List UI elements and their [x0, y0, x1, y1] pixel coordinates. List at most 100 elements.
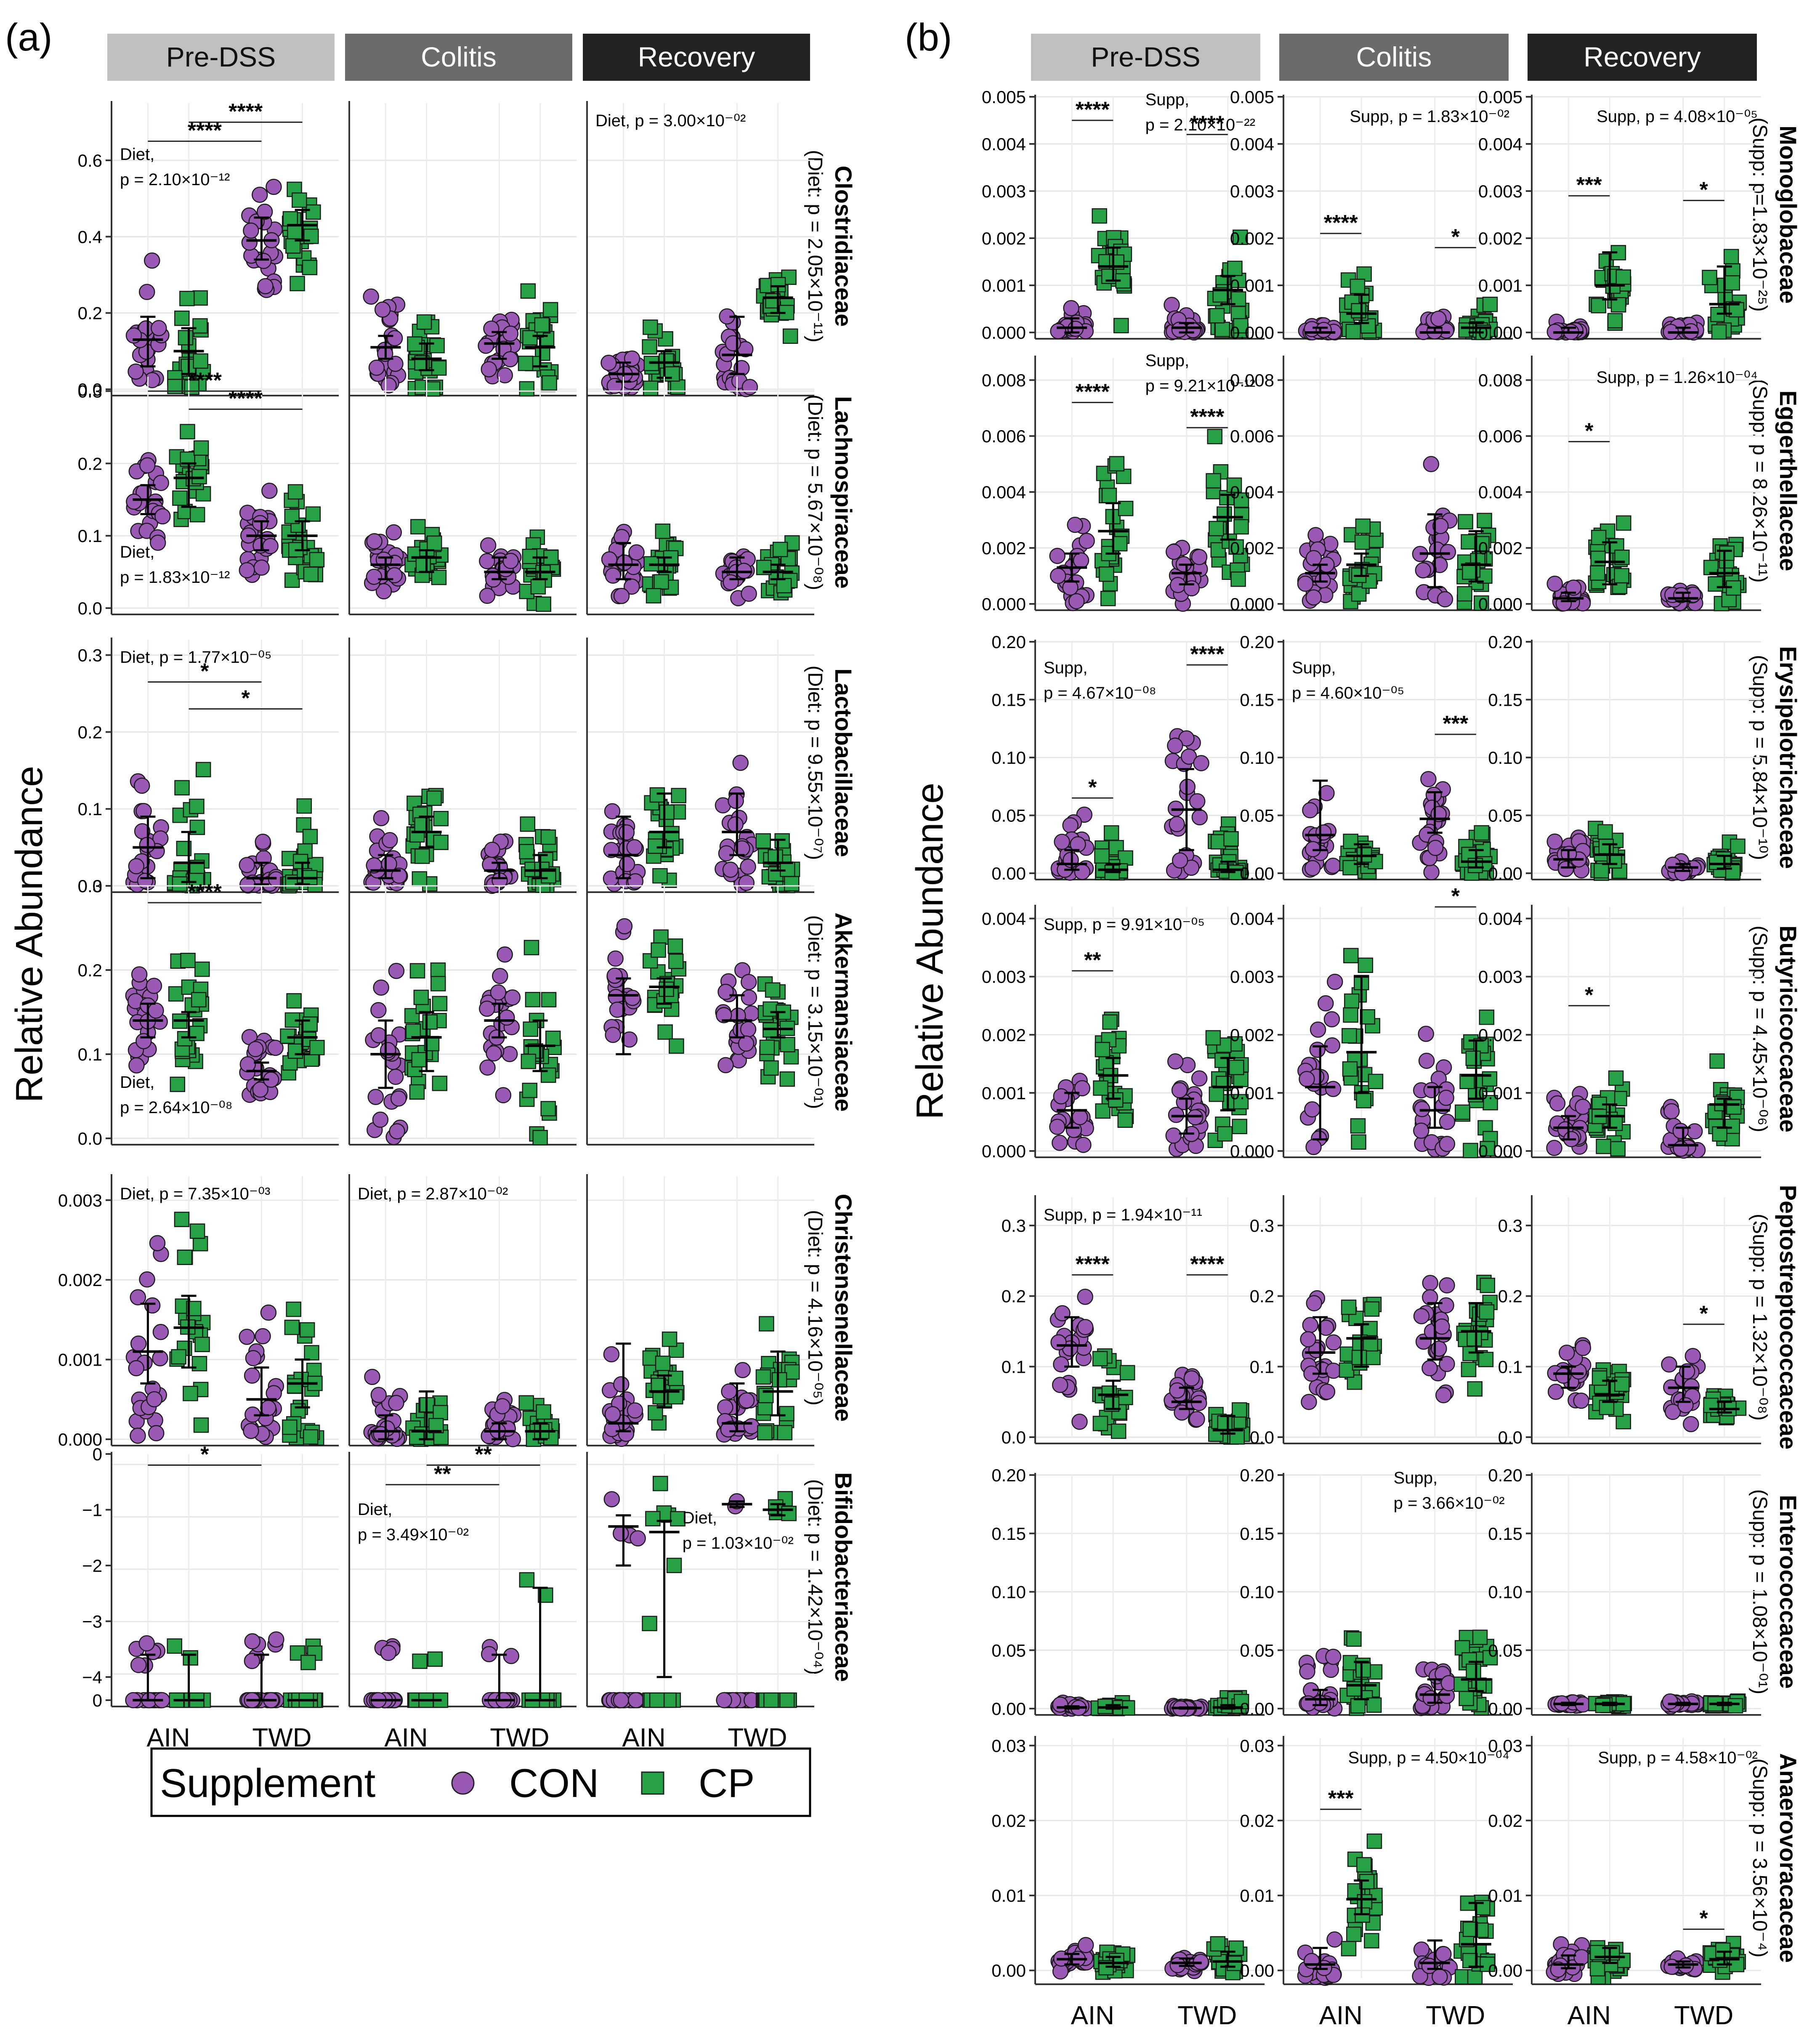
facet-lactobacillaceae-2: [586, 638, 814, 893]
point-con: [153, 475, 169, 491]
y-tick-label: 0.003: [982, 967, 1026, 987]
point-con: [363, 288, 379, 305]
point-cp: [191, 992, 207, 1007]
point-con: [606, 968, 623, 984]
point-con: [387, 1069, 404, 1085]
point-con: [373, 810, 390, 827]
point-con: [366, 533, 383, 550]
point-cp: [655, 1356, 671, 1371]
point-cp: [1360, 1009, 1376, 1025]
sig-stars: ****: [1076, 380, 1110, 404]
point-con: [626, 839, 643, 856]
point-cp: [1354, 534, 1370, 550]
y-tick-label: 0.004: [1230, 909, 1274, 929]
facet-butyricicoccaceae-2: 0.000 0.001 0.002 0.003 0.004 *: [1478, 905, 1761, 1161]
point-con: [1071, 1414, 1088, 1430]
facet-erysipelotrichaceae-2: 0.00 0.05 0.10 0.15 0.20: [1488, 632, 1761, 883]
point-cp: [1466, 1663, 1481, 1679]
point-cp: [779, 1406, 794, 1422]
point-con: [1169, 816, 1185, 832]
point-con: [603, 1491, 620, 1507]
point-cp: [425, 381, 441, 397]
point-cp: [1709, 1053, 1725, 1069]
x-label-ain: AIN: [1071, 2001, 1114, 2030]
y-tick-label: 0.6: [78, 151, 102, 170]
point-con: [1304, 860, 1321, 877]
y-tick-label: 0.006: [982, 426, 1026, 446]
point-con: [1661, 1356, 1677, 1373]
point-cp: [642, 1616, 657, 1632]
y-tick-label: 0.2: [1498, 1286, 1522, 1306]
point-cp: [430, 962, 446, 978]
point-cp: [1350, 279, 1366, 294]
facet-akkermansiaceae-1: [348, 884, 577, 1146]
point-cp: [669, 1038, 684, 1054]
point-con: [624, 350, 640, 367]
point-con: [1191, 1070, 1208, 1087]
y-tick-label: 0.2: [1250, 1286, 1274, 1306]
point-cp: [1592, 1370, 1607, 1386]
point-cp: [646, 588, 662, 603]
point-cp: [1343, 1007, 1358, 1023]
point-cp: [1111, 1423, 1127, 1439]
point-cp: [1615, 269, 1631, 285]
point-cp: [642, 339, 657, 355]
point-con: [628, 544, 645, 561]
y-tick-label: 0.2: [78, 454, 102, 473]
point-cp: [653, 929, 669, 945]
facet-eggerthellaceae-2: 0.000 0.002 0.004 0.006 0.008 * Supp, p = 1.26…: [1478, 356, 1761, 614]
y-tick-label: 0.02: [1240, 1811, 1274, 1831]
family-label-christensenellaceae: Christensenellaceae: [830, 1194, 857, 1422]
point-cp: [757, 1425, 773, 1441]
point-con: [613, 1525, 629, 1542]
point-con: [1310, 1021, 1326, 1038]
point-cp: [1364, 1933, 1379, 1948]
point-cp: [284, 1319, 300, 1335]
point-cp: [771, 1372, 787, 1388]
point-cp: [287, 1378, 303, 1394]
point-con: [1418, 1026, 1434, 1042]
facet-clostridiaceae-1: [348, 101, 577, 397]
y-tick-label: 0.005: [1230, 87, 1274, 107]
point-cp: [1357, 1894, 1373, 1910]
y-tick-label: 0.2: [78, 303, 102, 323]
y-tick-label: 0.0: [78, 1129, 102, 1148]
family-stat-peptostreptococcaceae: (Supp: p = 1.32×10⁻⁰⁸): [1748, 1214, 1771, 1421]
y-tick-label: 0.15: [991, 1524, 1026, 1544]
point-con: [1164, 297, 1180, 313]
point-con: [601, 551, 618, 568]
point-con: [1054, 834, 1070, 850]
y-tick-label: 0.002: [1230, 229, 1274, 248]
y-tick-label: 0.004: [982, 909, 1026, 929]
point-con: [239, 1329, 255, 1345]
point-con: [1300, 1331, 1316, 1348]
point-con: [722, 861, 739, 878]
point-con: [1573, 1393, 1589, 1409]
point-con: [1185, 322, 1201, 338]
point-cp: [1092, 208, 1107, 224]
point-cp: [1101, 487, 1117, 503]
point-con: [387, 356, 404, 372]
y-tick-label: 0.15: [1488, 1524, 1522, 1544]
point-con: [1546, 1140, 1562, 1156]
point-con: [243, 222, 259, 239]
point-con: [268, 1631, 284, 1648]
point-cp: [648, 838, 663, 854]
sig-stars: *: [1700, 1906, 1708, 1931]
y-axis-label-b: Relative Abundance: [909, 783, 951, 1120]
point-con: [479, 1059, 496, 1076]
point-cp: [1113, 318, 1129, 333]
point-con: [727, 816, 744, 833]
point-cp: [195, 762, 211, 778]
point-cp: [303, 229, 319, 244]
y-tick-label: 0.008: [982, 370, 1026, 390]
point-cp: [1228, 1940, 1244, 1956]
y-tick-label: −3: [82, 1612, 102, 1632]
family-label-clostridiaceae: Clostridiaceae: [830, 166, 857, 327]
stat-annotation: Diet, p = 3.00×10⁻⁰²: [595, 112, 746, 130]
y-tick-label: 0.002: [982, 1025, 1026, 1045]
family-label-lactobacillaceae: Lactobacillaceae: [830, 668, 857, 857]
sig-stars: ***: [1443, 712, 1468, 736]
point-cp: [1594, 863, 1609, 879]
point-cp: [776, 578, 792, 593]
